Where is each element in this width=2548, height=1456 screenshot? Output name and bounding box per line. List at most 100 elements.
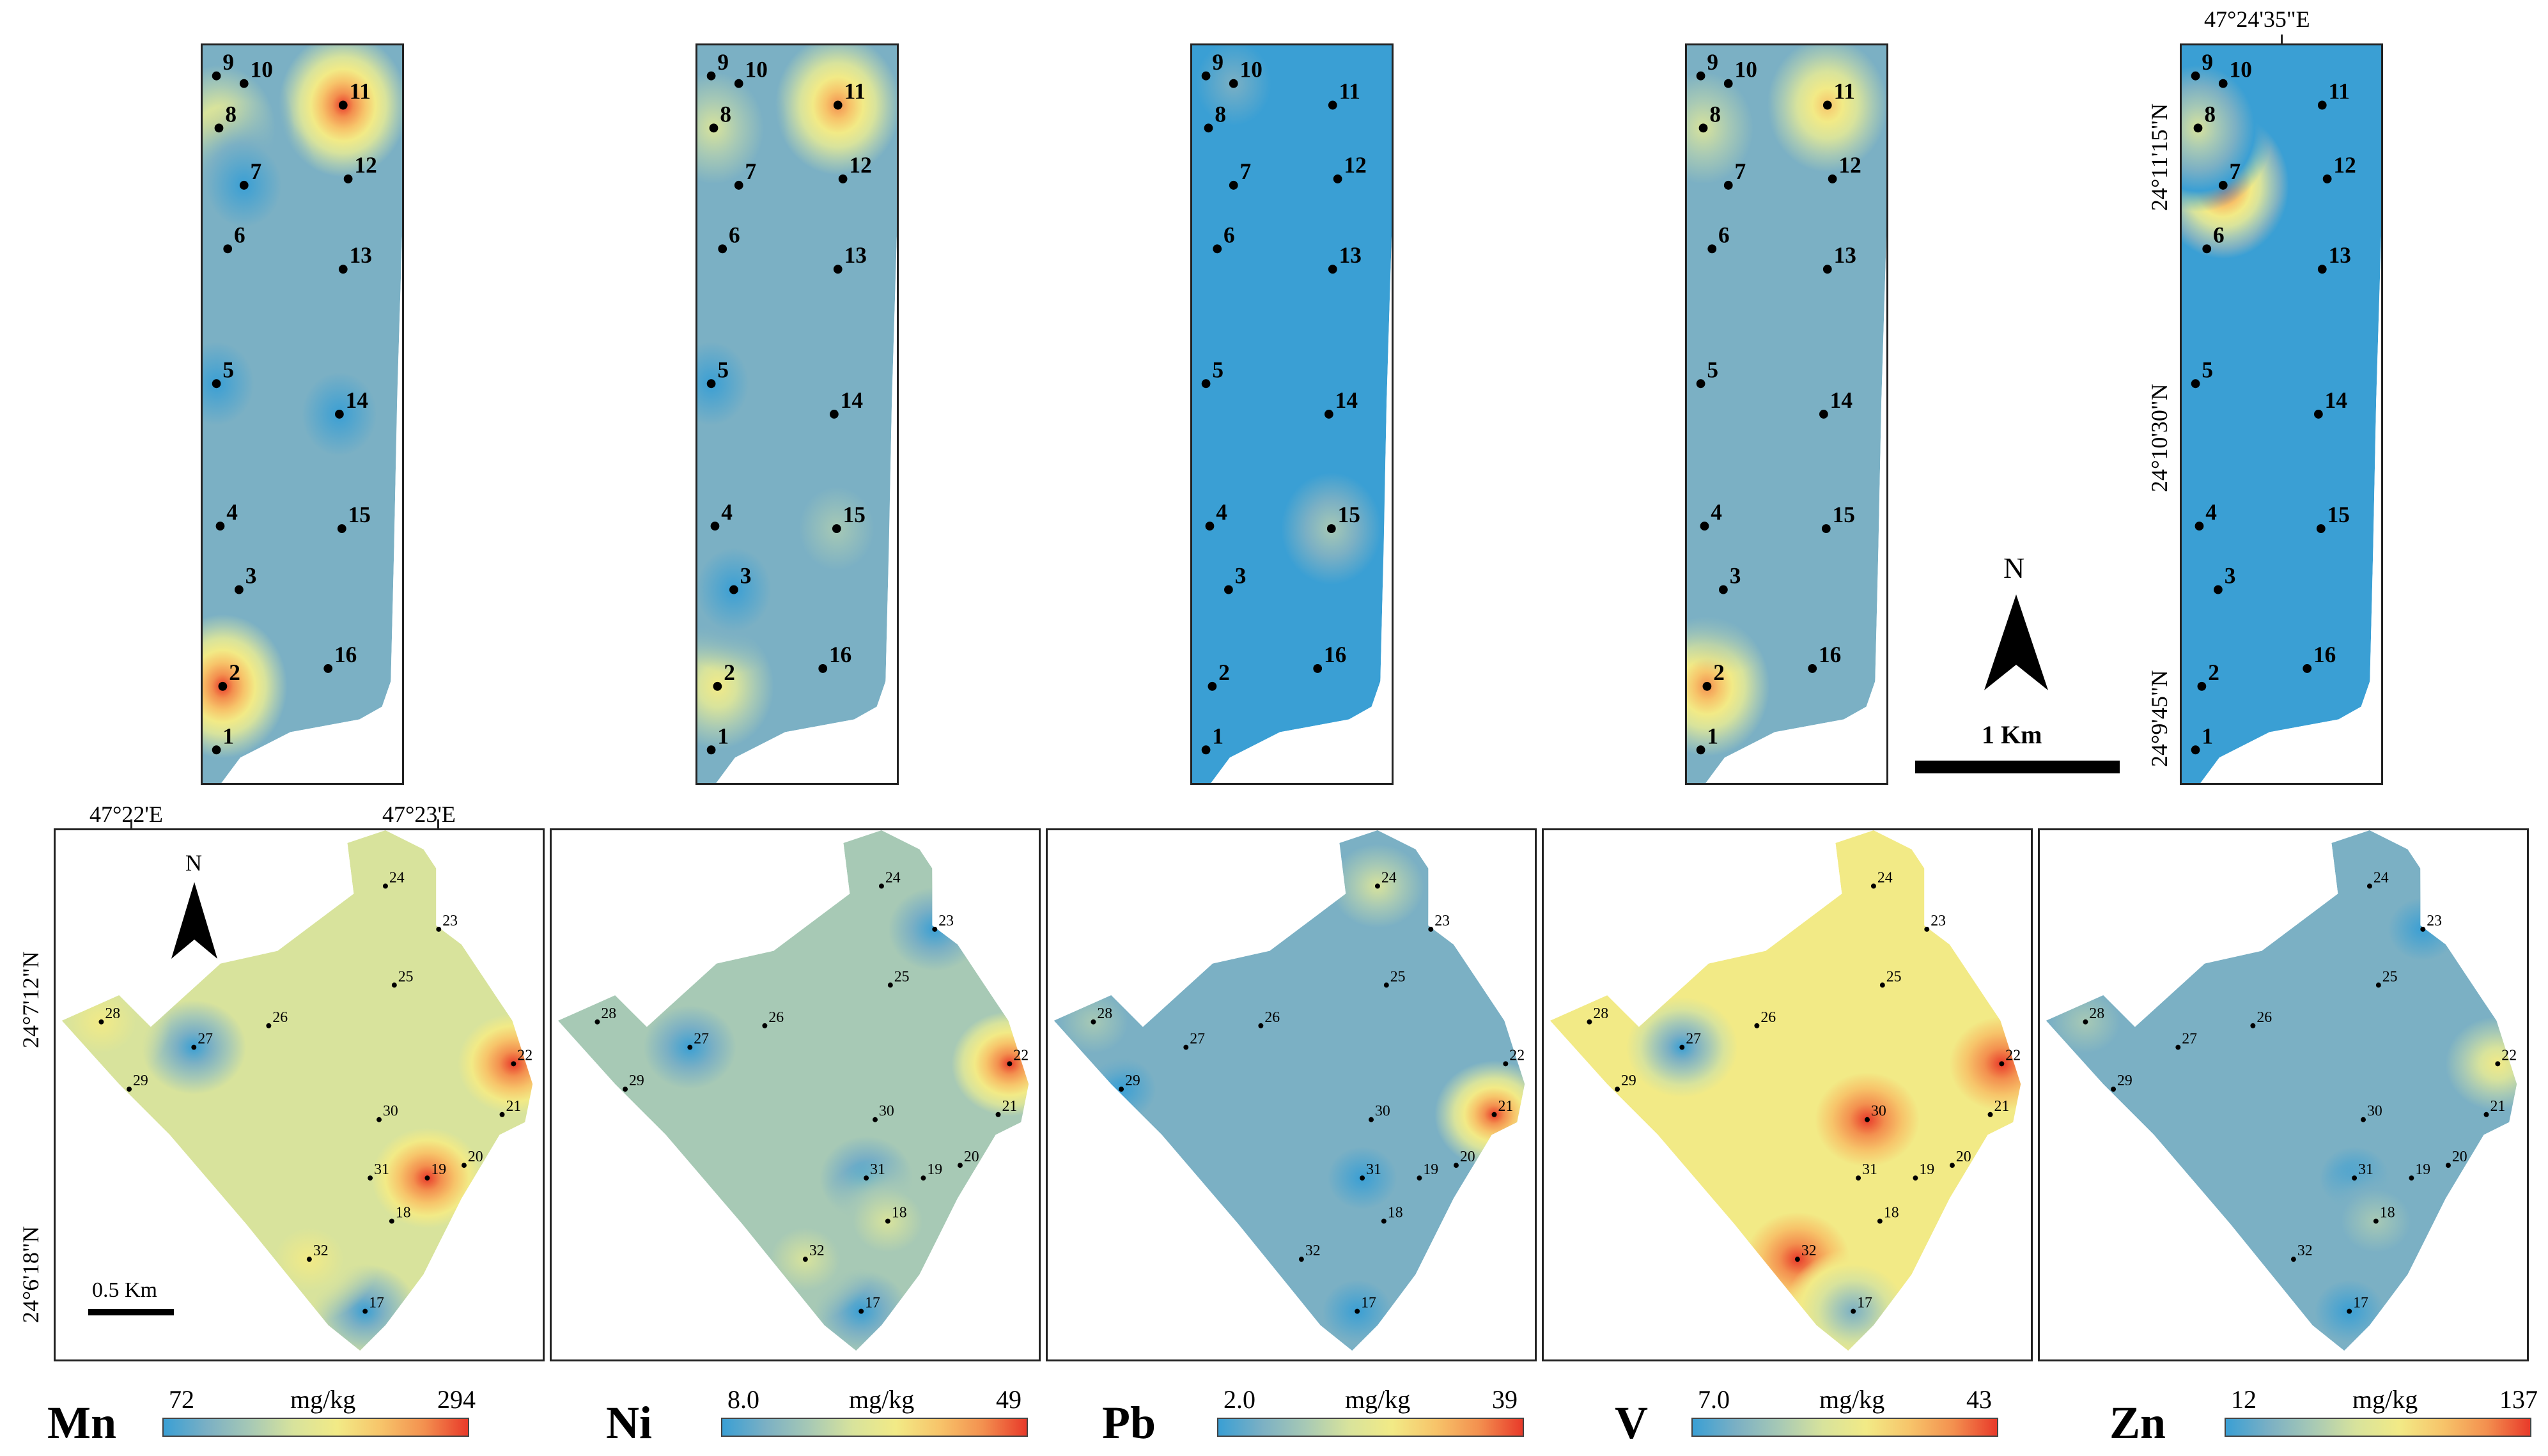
sample-point-29: [1615, 1087, 1620, 1092]
sample-point-15: [1326, 524, 1336, 534]
sample-point-label-1: 1: [1212, 723, 1224, 748]
sample-point-label-31: 31: [2358, 1161, 2373, 1178]
sample-point-5: [212, 379, 221, 389]
sample-point-24: [1374, 883, 1380, 889]
legend-min: 72: [169, 1385, 194, 1414]
sample-point-label-17: 17: [865, 1295, 880, 1312]
bottom-surface-mn: 17 18 19 20 21 22 23 24 25 26 27 28 29 30 31 32: [61, 830, 533, 1351]
sample-point-label-2: 2: [229, 660, 240, 685]
sample-point-28: [1091, 1019, 1096, 1025]
sample-point-label-2: 2: [1218, 660, 1230, 685]
sample-point-label-3: 3: [740, 562, 752, 588]
sample-point-label-31: 31: [1366, 1161, 1381, 1178]
sample-point-label-24: 24: [885, 869, 901, 886]
sample-point-32: [2290, 1257, 2296, 1262]
sample-point-29: [2111, 1087, 2117, 1092]
sample-point-label-19: 19: [1919, 1161, 1934, 1178]
sample-point-label-11: 11: [2329, 78, 2350, 104]
sample-point-label-27: 27: [1190, 1031, 1205, 1048]
sample-point-label-26: 26: [2257, 1009, 2272, 1026]
sample-point-label-8: 8: [225, 101, 237, 127]
sample-point-5: [1201, 379, 1211, 389]
sample-point-7: [1229, 180, 1238, 190]
top-map-ni: 1 2 3 4 5 6 7 8 9 10 11 12 13 14 15 16: [695, 43, 899, 785]
sample-point-7: [2218, 180, 2228, 190]
sample-point-9: [212, 71, 221, 81]
sample-point-label-14: 14: [2325, 387, 2348, 413]
sample-point-label-1: 1: [2202, 723, 2213, 748]
sample-point-label-22: 22: [2501, 1047, 2517, 1064]
legend-max: 43: [1966, 1385, 1992, 1414]
sample-point-label-21: 21: [2490, 1098, 2505, 1115]
sample-point-label-26: 26: [768, 1009, 784, 1026]
sample-point-32: [1298, 1257, 1304, 1262]
sample-point-14: [2314, 410, 2323, 419]
sample-point-22: [511, 1061, 517, 1067]
sample-point-1: [1696, 745, 1705, 755]
sample-point-label-12: 12: [354, 152, 377, 178]
legend-element-ni: Ni: [606, 1397, 652, 1448]
sample-point-4: [2195, 522, 2204, 531]
sample-point-28: [98, 1019, 104, 1025]
sample-point-label-10: 10: [745, 57, 768, 82]
sample-point-label-4: 4: [1216, 499, 1227, 525]
legend-color-ramp: [162, 1418, 469, 1437]
sample-point-5: [1696, 379, 1705, 389]
sample-point-26: [1258, 1023, 1264, 1028]
sample-point-11: [1822, 100, 1832, 110]
sample-point-26: [1754, 1023, 1760, 1028]
sample-point-label-6: 6: [729, 222, 740, 247]
sample-point-label-17: 17: [369, 1295, 384, 1312]
sample-point-label-16: 16: [334, 642, 357, 667]
sample-point-21: [2483, 1111, 2489, 1117]
sample-point-29: [127, 1087, 132, 1092]
sample-point-label-20: 20: [1460, 1149, 1475, 1165]
sample-point-15: [832, 524, 841, 534]
sample-point-17: [1355, 1308, 1360, 1314]
sample-point-label-18: 18: [1884, 1205, 1899, 1221]
sample-point-26: [266, 1023, 272, 1028]
sample-point-label-6: 6: [2213, 222, 2225, 247]
sample-point-15: [337, 524, 346, 534]
sample-point-label-2: 2: [2208, 660, 2219, 685]
bottom-surface-pb: 17 18 19 20 21 22 23 24 25 26 27 28 29 30 31 32: [1053, 830, 1525, 1351]
bottom-lat-label-1: 24°7'12"N: [18, 951, 43, 1048]
sample-point-13: [338, 265, 348, 274]
sample-point-label-16: 16: [829, 642, 851, 667]
sample-point-23: [436, 926, 442, 932]
sample-point-label-13: 13: [350, 242, 372, 268]
sample-point-label-2: 2: [1713, 660, 1725, 685]
top-map-mn: 1 2 3 4 5 6 7 8 9 10 11 12 13 14 15 16: [201, 43, 404, 785]
bottom-lat-label-2: 24°6'18"N: [18, 1226, 43, 1323]
sample-point-27: [2175, 1044, 2181, 1050]
bottom-lon-tick-2: [437, 819, 439, 830]
sample-point-label-12: 12: [849, 152, 871, 178]
sample-point-9: [2191, 71, 2200, 81]
bottom-lon-label-1: 47°22'E: [89, 802, 163, 827]
sample-point-11: [2317, 100, 2327, 110]
sample-point-1: [2191, 745, 2200, 755]
sample-point-19: [424, 1175, 430, 1181]
sample-point-label-3: 3: [1235, 562, 1247, 588]
sample-point-label-10: 10: [251, 57, 273, 82]
sample-point-label-30: 30: [2367, 1103, 2382, 1120]
sample-point-20: [1454, 1163, 1459, 1168]
legend-unit: mg/kg: [290, 1385, 356, 1414]
sample-point-4: [1205, 522, 1215, 531]
sample-point-15: [2316, 524, 2326, 534]
north-letter-bottom: N: [185, 850, 202, 876]
sample-point-label-25: 25: [1390, 968, 1406, 985]
bottom-lon-tick-1: [130, 819, 132, 830]
sample-point-12: [343, 174, 353, 183]
sample-point-label-26: 26: [1264, 1009, 1280, 1026]
sample-point-label-16: 16: [1819, 642, 1841, 667]
legend-color-ramp: [1217, 1418, 1524, 1437]
sample-point-label-20: 20: [2452, 1149, 2467, 1165]
sample-point-24: [2366, 883, 2372, 889]
sample-point-label-22: 22: [517, 1047, 532, 1064]
sample-point-22: [1007, 1061, 1013, 1067]
sample-point-label-11: 11: [1834, 78, 1855, 104]
sample-point-16: [818, 663, 828, 673]
scale-bar-bottom: [88, 1309, 174, 1315]
